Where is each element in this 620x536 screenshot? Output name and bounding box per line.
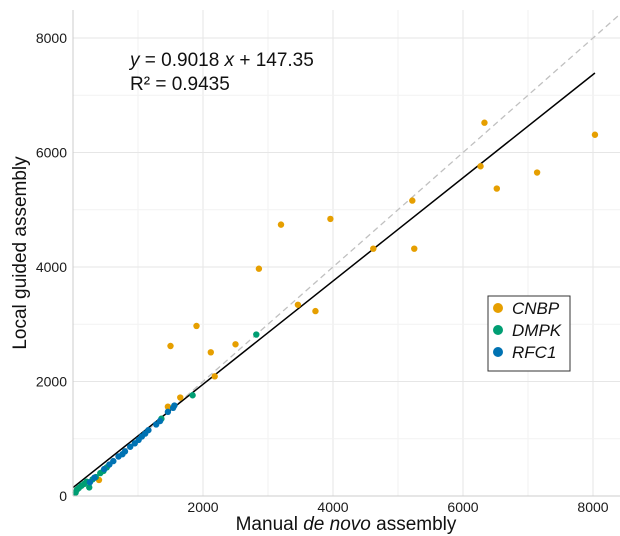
legend-marker-dmpk bbox=[493, 325, 503, 335]
point-rfc1-15 bbox=[156, 417, 164, 425]
point-rfc1-8 bbox=[127, 443, 134, 450]
point-cnbp-20 bbox=[591, 131, 599, 138]
tick-labels: 2000 4000 6000 8000 0 2000 4000 6000 8000 bbox=[36, 30, 609, 515]
point-cnbp-18 bbox=[493, 185, 500, 192]
x-axis-label-part3: assembly bbox=[371, 514, 457, 535]
r-squared: R² = 0.9435 bbox=[130, 74, 230, 95]
point-rfc1-18 bbox=[171, 402, 178, 409]
point-rfc1-1 bbox=[91, 474, 98, 481]
y-tick-label-8000: 8000 bbox=[36, 30, 67, 46]
series-cnbp bbox=[95, 119, 599, 484]
point-cnbp-15 bbox=[411, 245, 418, 252]
point-dmpk-14 bbox=[253, 331, 260, 338]
point-dmpk-13 bbox=[189, 392, 196, 399]
equation-var-y: y bbox=[128, 50, 141, 71]
y-tick-label-6000: 6000 bbox=[36, 145, 67, 161]
data-points bbox=[72, 119, 599, 496]
series-rfc1 bbox=[86, 402, 178, 486]
point-cnbp-7 bbox=[232, 341, 239, 348]
legend: CNBP DMPK RFC1 bbox=[487, 295, 571, 372]
point-cnbp-19 bbox=[533, 169, 541, 176]
point-cnbp-4 bbox=[193, 322, 200, 330]
point-cnbp-6 bbox=[211, 373, 218, 380]
point-cnbp-8 bbox=[255, 265, 263, 272]
point-cnbp-1 bbox=[164, 403, 172, 410]
legend-marker-cnbp bbox=[493, 303, 503, 313]
point-cnbp-10 bbox=[294, 301, 302, 308]
point-rfc1-7 bbox=[121, 448, 129, 455]
equation-intercept: + 147.35 bbox=[234, 50, 314, 71]
axes bbox=[72, 10, 620, 497]
point-cnbp-5 bbox=[207, 349, 214, 356]
grid bbox=[73, 10, 620, 496]
legend-label-rfc1: RFC1 bbox=[512, 343, 556, 362]
x-tick-label-6000: 6000 bbox=[447, 499, 478, 515]
point-rfc1-16 bbox=[164, 408, 172, 416]
point-cnbp-9 bbox=[277, 221, 285, 228]
legend-label-cnbp: CNBP bbox=[512, 299, 560, 318]
y-tick-label-2000: 2000 bbox=[36, 374, 67, 390]
y-axis-label: Local guided assembly bbox=[10, 156, 31, 350]
equation-var-x: x bbox=[224, 50, 236, 71]
y-tick-label-4000: 4000 bbox=[36, 259, 67, 275]
point-cnbp-14 bbox=[409, 197, 416, 204]
point-rfc1-4 bbox=[110, 457, 117, 465]
y-tick-label-0: 0 bbox=[59, 488, 67, 504]
legend-marker-rfc1 bbox=[493, 347, 503, 357]
point-cnbp-16 bbox=[477, 163, 484, 170]
point-cnbp-2 bbox=[167, 342, 174, 350]
point-cnbp-12 bbox=[327, 215, 334, 223]
equation-coefficient: = 0.9018 bbox=[140, 50, 225, 71]
point-cnbp-17 bbox=[481, 119, 488, 126]
point-cnbp-3 bbox=[177, 394, 184, 401]
point-cnbp-11 bbox=[312, 307, 319, 315]
x-tick-label-2000: 2000 bbox=[187, 499, 218, 515]
equation-line: y = 0.9018 x + 147.35 bbox=[128, 50, 314, 71]
x-axis-label-part1: Manual bbox=[236, 514, 304, 535]
x-axis-label: Manual de novo assembly bbox=[236, 514, 457, 535]
x-axis-label-italic: de novo bbox=[303, 514, 371, 535]
x-tick-label-4000: 4000 bbox=[317, 499, 348, 515]
x-tick-label-8000: 8000 bbox=[577, 499, 608, 515]
point-rfc1-2 bbox=[101, 465, 108, 473]
point-dmpk-6 bbox=[86, 484, 93, 491]
point-rfc1-0 bbox=[86, 479, 94, 486]
point-cnbp-13 bbox=[370, 245, 377, 252]
point-rfc1-13 bbox=[145, 426, 152, 434]
legend-label-dmpk: DMPK bbox=[512, 321, 562, 340]
